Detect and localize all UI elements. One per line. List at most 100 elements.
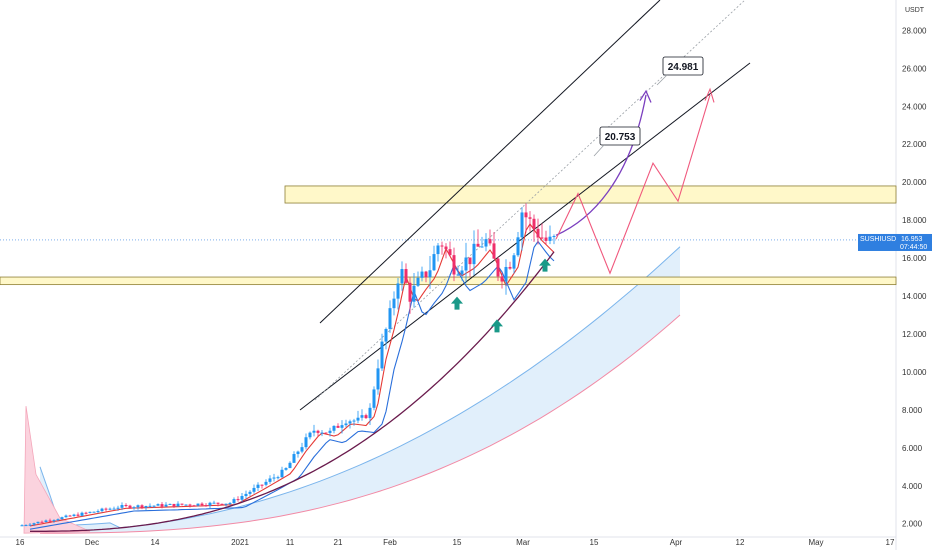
candle-body (372, 389, 376, 408)
candle (56, 518, 60, 522)
candle-body (20, 525, 24, 527)
y-tick-label: 10.000 (902, 368, 927, 377)
candle (460, 266, 464, 281)
candle (332, 425, 336, 434)
candle (76, 512, 80, 517)
candle (148, 503, 152, 508)
candle-body (480, 246, 484, 248)
candle (264, 479, 268, 487)
purple-projection (555, 94, 647, 236)
candle (92, 511, 96, 513)
candle-body (92, 511, 96, 513)
candle (100, 507, 104, 513)
x-tick-label: 12 (736, 538, 745, 547)
callout-label: 24.981 (668, 62, 699, 73)
candle (52, 519, 56, 523)
y-tick-label: 12.000 (902, 330, 927, 339)
candle (248, 490, 252, 497)
candle (108, 507, 112, 511)
candle-body (84, 512, 88, 514)
candle (528, 211, 532, 232)
x-tick-label: Dec (85, 538, 99, 547)
candle-body (272, 477, 276, 479)
time-axis[interactable]: 16 Dec 14 2021 11 21 Feb 15 Mar 15 Apr 12 May 17 (16, 538, 895, 547)
indicator-lines (29, 223, 555, 532)
x-tick-label: Apr (670, 538, 683, 547)
candle-body (436, 245, 440, 255)
candle-body (200, 503, 204, 506)
candle (212, 500, 216, 504)
y-tick-label: 24.000 (902, 102, 927, 111)
candle-body (36, 521, 40, 524)
candle (116, 505, 120, 511)
candle (372, 386, 376, 411)
candle (128, 504, 132, 509)
conversion-line (29, 223, 555, 527)
candle (368, 403, 372, 426)
x-tick-label: 11 (286, 538, 295, 547)
candle-body (120, 505, 124, 508)
candle (64, 514, 68, 518)
candle-body (384, 328, 388, 342)
candle-body (104, 508, 108, 510)
candle-body (212, 502, 216, 504)
y-tick-label: 18.000 (902, 216, 927, 225)
candle-body (428, 270, 432, 278)
candle (80, 511, 84, 517)
candle (520, 207, 524, 251)
candle (324, 432, 328, 434)
price-tag-box (858, 233, 896, 251)
candle (312, 424, 316, 437)
candle-body (28, 524, 32, 526)
price-axis[interactable]: USDT 28.000 26.000 24.000 22.000 20.000 18.00… (902, 7, 927, 529)
candle (284, 467, 288, 471)
candle (140, 504, 144, 510)
candle (472, 230, 476, 276)
pink-arrowhead (704, 87, 715, 103)
candle-body (24, 525, 28, 527)
price-callout: 24.981 (656, 56, 704, 86)
x-tick-label: Feb (383, 538, 397, 547)
currency-label: USDT (905, 7, 925, 14)
candle-body (188, 504, 192, 506)
candle-body (532, 218, 536, 229)
up-arrow-icon (451, 296, 463, 310)
candle (180, 503, 184, 506)
candle (532, 214, 536, 242)
candle (356, 410, 360, 424)
x-tick-label: 17 (886, 538, 895, 547)
candle-body (380, 341, 384, 369)
candle-body (228, 503, 232, 505)
candle-body (240, 496, 244, 500)
candle-body (448, 249, 452, 256)
candle-body (136, 505, 140, 508)
candle (404, 263, 408, 285)
x-tick-label: 15 (590, 538, 599, 547)
x-tick-label: 16 (16, 538, 25, 547)
candle-body (176, 503, 180, 507)
y-tick-label: 22.000 (902, 140, 927, 149)
candle (272, 473, 276, 482)
candle-body (544, 237, 548, 241)
price-tag-value-box (896, 233, 932, 251)
candle-body (40, 521, 44, 523)
candle (452, 247, 456, 282)
candle-body (100, 508, 104, 512)
candle-body (284, 468, 288, 470)
candle-body (220, 503, 224, 505)
candle-body (424, 271, 428, 278)
candle (500, 272, 504, 289)
candle-body (356, 417, 360, 421)
candle (304, 433, 308, 450)
candle-body (416, 277, 420, 286)
candle-body (72, 514, 76, 516)
candle (244, 490, 248, 499)
candle (456, 265, 460, 276)
candle (388, 300, 392, 333)
candle-body (528, 217, 532, 219)
candle-body (472, 243, 476, 265)
candle-body (88, 511, 92, 513)
